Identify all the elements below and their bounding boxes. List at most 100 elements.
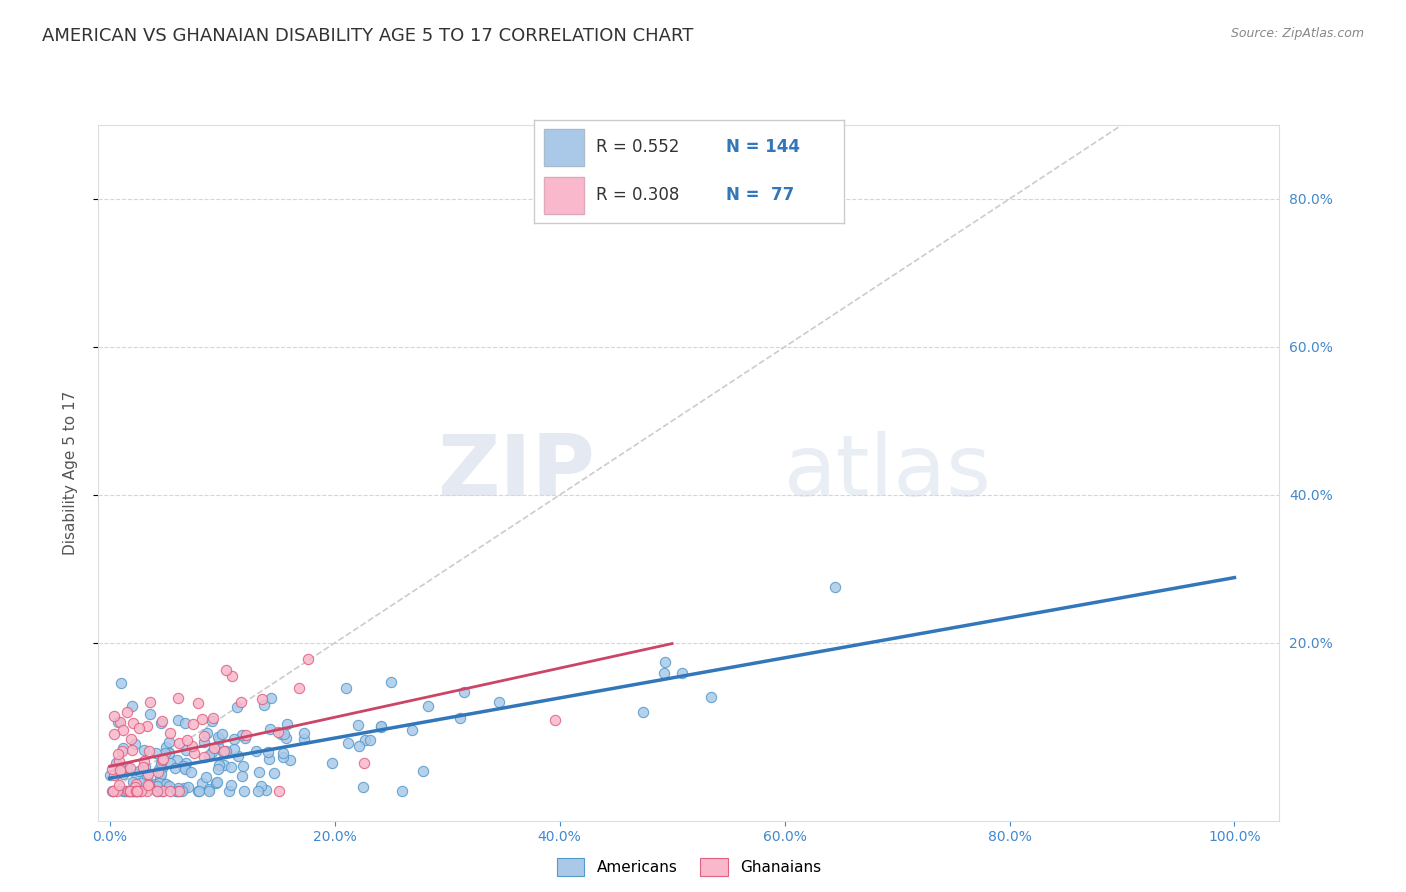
Point	[250, 691, 273, 706]
Point	[131, 760, 153, 774]
Point	[121, 698, 143, 713]
Point	[108, 714, 131, 729]
Point	[111, 723, 134, 737]
Point	[253, 698, 276, 712]
Point	[197, 781, 219, 796]
Point	[207, 762, 229, 776]
Point	[110, 763, 132, 777]
Point	[152, 784, 174, 798]
Point	[235, 731, 257, 746]
Point	[181, 739, 204, 754]
Point	[224, 741, 246, 756]
Text: R = 0.552: R = 0.552	[596, 138, 679, 156]
Point	[125, 784, 148, 798]
Point	[337, 736, 360, 750]
Point	[139, 706, 162, 721]
Point	[259, 691, 281, 706]
Text: R = 0.308: R = 0.308	[596, 186, 679, 204]
Point	[101, 784, 124, 798]
Point	[148, 762, 170, 776]
Point	[214, 758, 236, 772]
Point	[101, 784, 124, 798]
Point	[150, 766, 173, 780]
Point	[335, 681, 357, 695]
Point	[250, 779, 273, 793]
Point	[671, 666, 693, 681]
Point	[218, 784, 240, 798]
Point	[111, 743, 134, 757]
Point	[370, 719, 392, 733]
Point	[235, 728, 257, 742]
Point	[122, 784, 145, 798]
Point	[159, 726, 181, 740]
Point	[205, 775, 228, 789]
Point	[231, 695, 253, 709]
Text: atlas: atlas	[783, 431, 991, 515]
Point	[226, 748, 249, 763]
Point	[292, 732, 315, 747]
Point	[155, 779, 177, 793]
Point	[129, 780, 152, 795]
Point	[143, 777, 166, 791]
Point	[101, 762, 124, 776]
Point	[159, 784, 181, 798]
Point	[233, 784, 256, 798]
Point	[370, 720, 392, 734]
Point	[257, 745, 280, 759]
Point	[208, 731, 231, 746]
Point	[173, 716, 195, 731]
Point	[631, 705, 654, 719]
Text: AMERICAN VS GHANAIAN DISABILITY AGE 5 TO 17 CORRELATION CHART: AMERICAN VS GHANAIAN DISABILITY AGE 5 TO…	[42, 27, 693, 45]
Point	[193, 729, 215, 743]
Point	[221, 668, 243, 682]
Point	[98, 768, 121, 782]
Point	[416, 699, 439, 714]
Point	[166, 753, 188, 767]
Point	[221, 760, 243, 774]
Point	[115, 784, 138, 798]
Point	[202, 741, 225, 756]
Point	[201, 714, 224, 729]
Point	[352, 780, 374, 794]
Point	[134, 742, 156, 756]
Point	[292, 726, 315, 740]
Point	[157, 735, 180, 749]
Point	[412, 764, 434, 778]
Point	[149, 772, 172, 786]
Text: ZIP: ZIP	[437, 431, 595, 515]
Point	[150, 753, 173, 767]
Point	[128, 722, 150, 736]
Point	[197, 784, 219, 798]
Point	[110, 761, 132, 775]
Point	[150, 715, 173, 730]
Point	[193, 749, 215, 764]
Point	[267, 725, 290, 739]
Point	[280, 753, 302, 767]
Point	[269, 784, 291, 798]
Point	[359, 733, 381, 747]
Point	[276, 717, 298, 731]
Point	[193, 734, 215, 748]
Point	[139, 695, 162, 709]
Point	[180, 764, 202, 779]
Point	[167, 736, 190, 750]
Point	[165, 761, 187, 775]
Point	[380, 674, 402, 689]
Point	[207, 730, 229, 744]
Point	[401, 723, 423, 738]
Point	[174, 743, 197, 757]
Point	[107, 747, 129, 761]
Point	[110, 676, 132, 690]
Point	[159, 756, 181, 771]
Point	[271, 750, 294, 764]
Point	[146, 784, 169, 798]
Text: N = 144: N = 144	[725, 138, 800, 156]
Bar	[544, 128, 583, 166]
Point	[136, 767, 159, 781]
Point	[135, 777, 157, 791]
Point	[198, 747, 221, 762]
Point	[274, 731, 297, 745]
Point	[215, 663, 238, 677]
Point	[183, 747, 205, 761]
Point	[145, 747, 167, 761]
